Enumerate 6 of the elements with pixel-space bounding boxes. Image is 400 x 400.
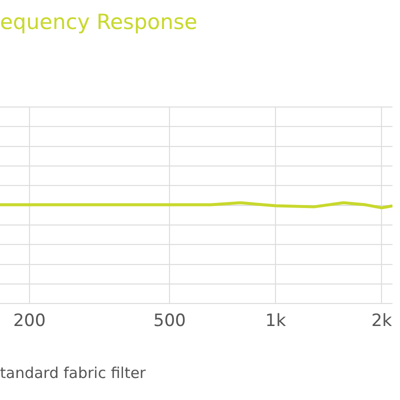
x-tick-label: 1k xyxy=(265,311,286,332)
x-tick-label: 2k xyxy=(371,311,392,332)
text: tandard fabric filter xyxy=(0,364,146,382)
chart-title: equency Response xyxy=(0,10,198,34)
x-tick-label: 500 xyxy=(153,311,186,332)
x-tick-label: 200 xyxy=(13,311,46,332)
